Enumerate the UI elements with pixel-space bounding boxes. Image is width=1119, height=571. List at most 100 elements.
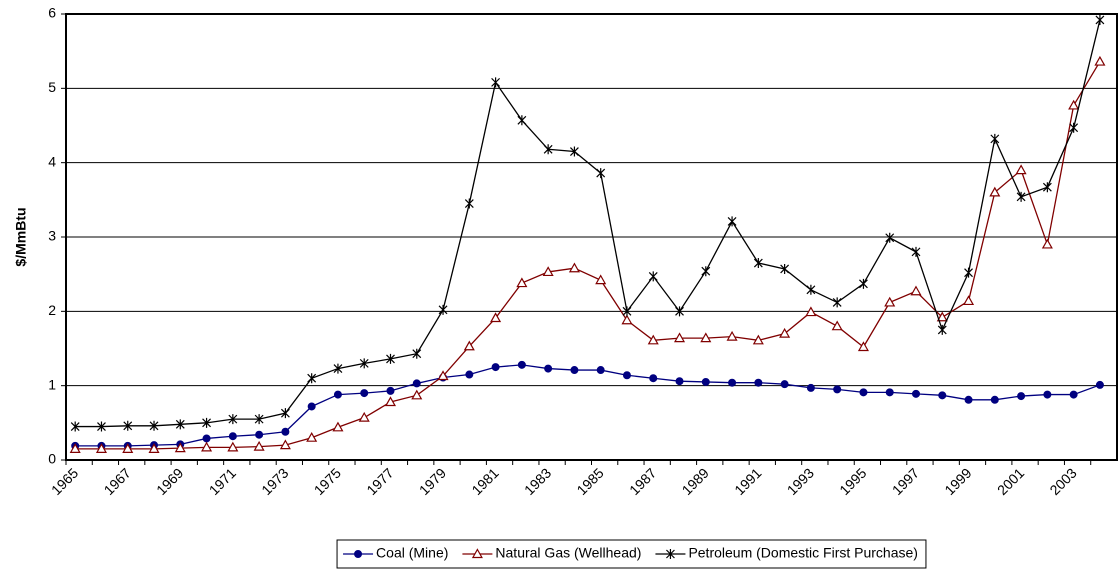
data-point bbox=[911, 389, 920, 398]
x-tick-label: 2003 bbox=[1046, 465, 1079, 498]
data-point bbox=[859, 388, 868, 397]
x-tick-label: 1985 bbox=[573, 465, 606, 498]
data-point bbox=[202, 434, 211, 443]
data-point bbox=[544, 364, 553, 373]
data-point bbox=[832, 297, 842, 308]
y-tick-label: 1 bbox=[48, 376, 56, 392]
data-point bbox=[412, 379, 421, 388]
data-point bbox=[701, 377, 710, 386]
data-point bbox=[780, 380, 789, 389]
data-point bbox=[911, 246, 921, 257]
data-point bbox=[228, 414, 238, 425]
data-point bbox=[964, 267, 973, 278]
data-point bbox=[649, 374, 658, 383]
data-point bbox=[516, 277, 528, 288]
data-point bbox=[281, 427, 290, 436]
data-point bbox=[280, 408, 290, 419]
x-tick-label: 1977 bbox=[363, 465, 396, 498]
legend-marker bbox=[666, 549, 675, 559]
data-point bbox=[227, 441, 239, 452]
data-point bbox=[202, 417, 211, 428]
data-point bbox=[989, 186, 1001, 197]
x-tick-label: 1987 bbox=[626, 465, 659, 498]
data-point bbox=[332, 421, 344, 432]
x-tick-label: 1975 bbox=[311, 465, 344, 498]
data-point bbox=[596, 366, 605, 375]
data-point bbox=[831, 320, 843, 331]
data-point bbox=[622, 306, 632, 317]
data-point bbox=[937, 324, 947, 335]
y-tick-label: 0 bbox=[48, 451, 56, 467]
legend-item: Coal (Mine) bbox=[343, 545, 448, 561]
data-point bbox=[1069, 122, 1079, 133]
data-point bbox=[938, 391, 947, 400]
data-point bbox=[964, 395, 973, 404]
data-point bbox=[69, 443, 81, 453]
x-tick-label: 1967 bbox=[101, 465, 134, 498]
x-tick-label: 1979 bbox=[416, 465, 449, 498]
data-point bbox=[464, 198, 474, 209]
data-point bbox=[333, 363, 343, 374]
data-point bbox=[543, 144, 553, 155]
data-point bbox=[463, 340, 475, 351]
data-point bbox=[358, 411, 370, 422]
data-point bbox=[805, 306, 817, 317]
data-point bbox=[1095, 380, 1104, 389]
legend-label: Natural Gas (Wellhead) bbox=[495, 545, 641, 561]
data-point bbox=[647, 334, 659, 345]
legend-item: Natural Gas (Wellhead) bbox=[462, 545, 641, 561]
series-line bbox=[75, 364, 1101, 447]
data-point bbox=[885, 232, 895, 243]
x-tick-label: 2001 bbox=[994, 465, 1027, 498]
data-point bbox=[885, 388, 894, 397]
data-point bbox=[384, 396, 397, 407]
data-point bbox=[490, 312, 502, 323]
y-tick-label: 6 bbox=[48, 5, 56, 21]
data-point bbox=[779, 327, 791, 338]
data-point bbox=[517, 360, 526, 369]
data-point bbox=[568, 262, 580, 273]
data-point bbox=[673, 332, 686, 343]
data-point bbox=[70, 421, 80, 432]
data-point bbox=[542, 266, 554, 277]
data-point bbox=[254, 414, 264, 425]
data-point bbox=[1095, 14, 1105, 25]
x-tick-label: 1969 bbox=[153, 465, 186, 498]
legend: Coal (Mine) Natural Gas (Wellhead) Petrole… bbox=[336, 539, 927, 569]
data-point bbox=[386, 386, 395, 395]
data-point bbox=[333, 390, 342, 399]
data-point bbox=[148, 443, 160, 453]
data-point bbox=[726, 330, 738, 341]
data-point bbox=[255, 430, 264, 439]
data-point bbox=[465, 370, 474, 379]
legend-marker bbox=[354, 550, 363, 558]
data-point bbox=[595, 274, 607, 285]
data-point bbox=[884, 296, 896, 307]
data-point bbox=[857, 341, 869, 352]
data-point bbox=[621, 314, 633, 325]
data-point bbox=[752, 334, 764, 345]
data-point bbox=[360, 389, 369, 398]
data-point bbox=[412, 348, 422, 359]
data-point bbox=[910, 285, 922, 296]
data-point bbox=[174, 442, 186, 453]
data-point bbox=[596, 168, 606, 179]
data-point bbox=[491, 77, 501, 88]
data-point bbox=[833, 385, 842, 394]
x-tick-label: 1999 bbox=[941, 465, 974, 498]
legend-box bbox=[336, 539, 927, 569]
data-point bbox=[1042, 182, 1052, 193]
data-point bbox=[700, 332, 712, 343]
legend-marker bbox=[471, 548, 483, 559]
data-point bbox=[675, 377, 684, 386]
x-tick-label: 1971 bbox=[206, 465, 239, 498]
data-point bbox=[1017, 392, 1026, 401]
y-axis-label: $/MmBtu bbox=[13, 207, 29, 266]
legend-label: Coal (Mine) bbox=[376, 545, 448, 561]
data-point bbox=[570, 366, 579, 375]
data-point bbox=[175, 419, 185, 430]
x-tick-label: 1995 bbox=[836, 465, 869, 498]
data-point bbox=[517, 115, 527, 126]
data-point bbox=[307, 373, 317, 384]
